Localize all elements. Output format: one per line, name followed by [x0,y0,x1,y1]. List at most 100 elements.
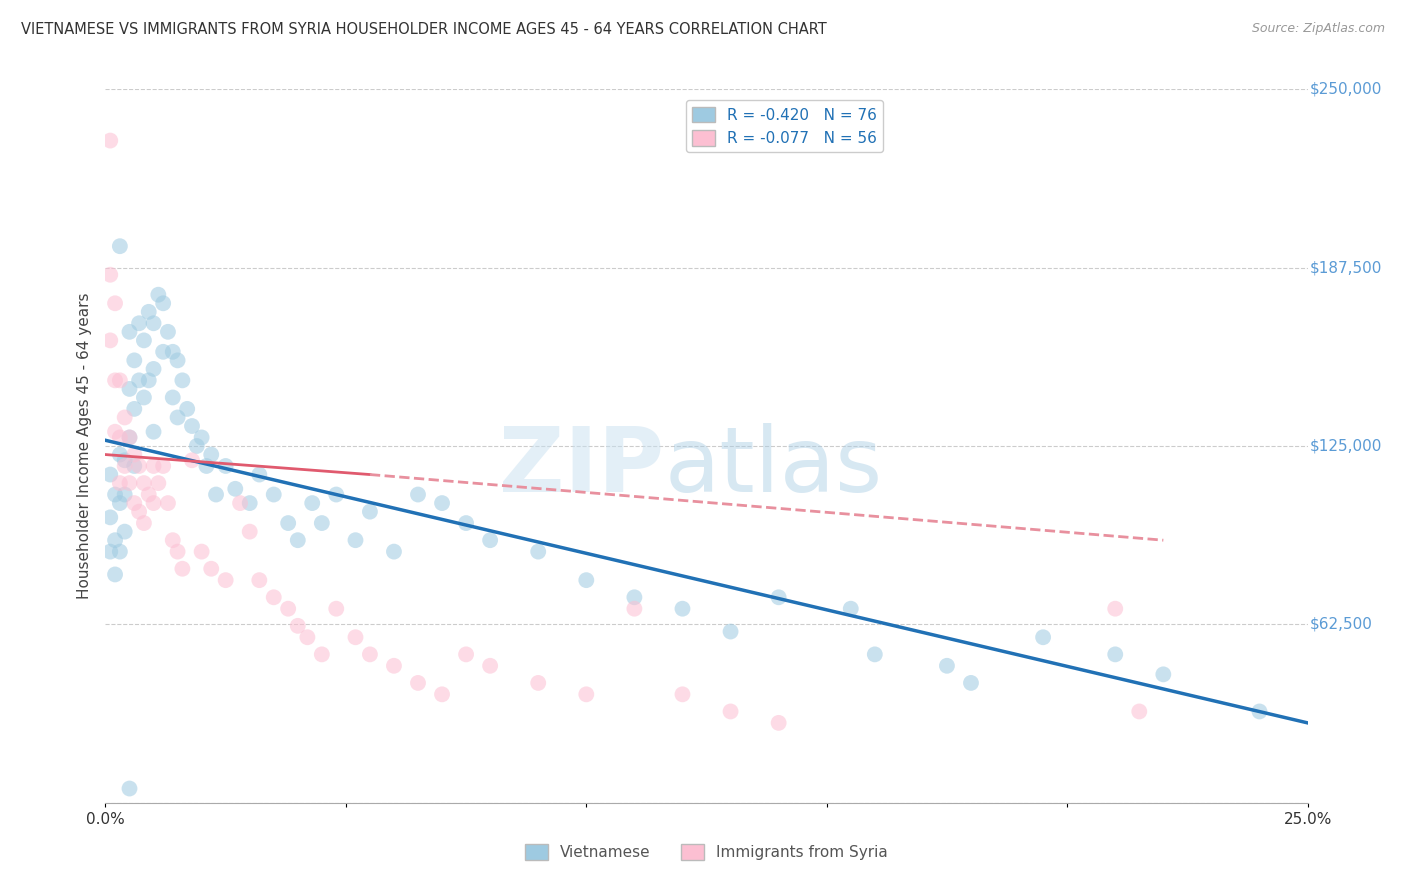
Text: $62,500: $62,500 [1310,617,1372,632]
Point [430,687,453,701]
Point [1128,705,1150,719]
Point [247,573,270,587]
Point [148,287,170,301]
Point [575,573,598,587]
Point [195,458,218,473]
Point [138,373,160,387]
Point [359,505,381,519]
Point [344,630,367,644]
Point [124,448,146,462]
Point [359,648,381,662]
Point [166,544,188,558]
Point [104,373,127,387]
Point [166,353,188,368]
Point [98,334,121,348]
Text: $125,000: $125,000 [1310,439,1382,453]
Point [98,467,121,482]
Point [98,510,121,524]
Point [104,425,127,439]
Point [186,439,208,453]
Point [108,496,131,510]
Text: VIETNAMESE VS IMMIGRANTS FROM SYRIA HOUSEHOLDER INCOME AGES 45 - 64 YEARS CORREL: VIETNAMESE VS IMMIGRANTS FROM SYRIA HOUS… [21,22,827,37]
Point [132,516,155,530]
Point [200,562,222,576]
Point [152,458,174,473]
Point [406,676,429,690]
Point [114,487,136,501]
Point [190,430,212,444]
Point [128,458,150,473]
Point [114,524,136,539]
Point [152,344,174,359]
Point [1249,705,1271,719]
Point [142,362,165,376]
Point [287,619,309,633]
Point [124,401,146,416]
Point [839,601,862,615]
Point [190,544,212,558]
Point [108,373,131,387]
Point [118,430,141,444]
Point [382,544,405,558]
Point [124,496,146,510]
Point [325,601,347,615]
Point [98,268,121,282]
Point [181,453,204,467]
Text: $250,000: $250,000 [1310,82,1382,96]
Point [108,448,131,462]
Point [430,496,453,510]
Point [671,601,693,615]
Point [114,410,136,425]
Point [108,544,131,558]
Point [138,305,160,319]
Text: Source: ZipAtlas.com: Source: ZipAtlas.com [1251,22,1385,36]
Point [138,487,160,501]
Point [277,516,299,530]
Point [104,533,127,548]
Point [863,648,886,662]
Point [142,496,165,510]
Point [172,373,194,387]
Point [108,430,131,444]
Point [181,419,204,434]
Point [118,382,141,396]
Point [118,325,141,339]
Point [124,353,146,368]
Point [200,448,222,462]
Point [623,591,645,605]
Point [623,601,645,615]
Point [104,296,127,310]
Point [720,705,742,719]
Point [263,591,285,605]
Point [128,316,150,330]
Point [454,648,477,662]
Point [98,134,121,148]
Point [454,516,477,530]
Point [224,482,246,496]
Text: $187,500: $187,500 [1310,260,1382,275]
Point [527,544,550,558]
Point [214,573,236,587]
Point [128,505,150,519]
Legend: Vietnamese, Immigrants from Syria: Vietnamese, Immigrants from Syria [519,838,894,866]
Point [172,562,194,576]
Point [132,391,155,405]
Point [1104,601,1126,615]
Point [156,325,179,339]
Point [156,496,179,510]
Point [132,334,155,348]
Point [479,533,502,548]
Point [720,624,742,639]
Point [1032,630,1054,644]
Point [114,453,136,467]
Point [297,630,319,644]
Point [108,239,131,253]
Point [311,516,333,530]
Point [671,687,693,701]
Point [142,425,165,439]
Point [132,476,155,491]
Point [239,496,262,510]
Point [108,476,131,491]
Point [142,316,165,330]
Y-axis label: Householder Income Ages 45 - 64 years: Householder Income Ages 45 - 64 years [77,293,93,599]
